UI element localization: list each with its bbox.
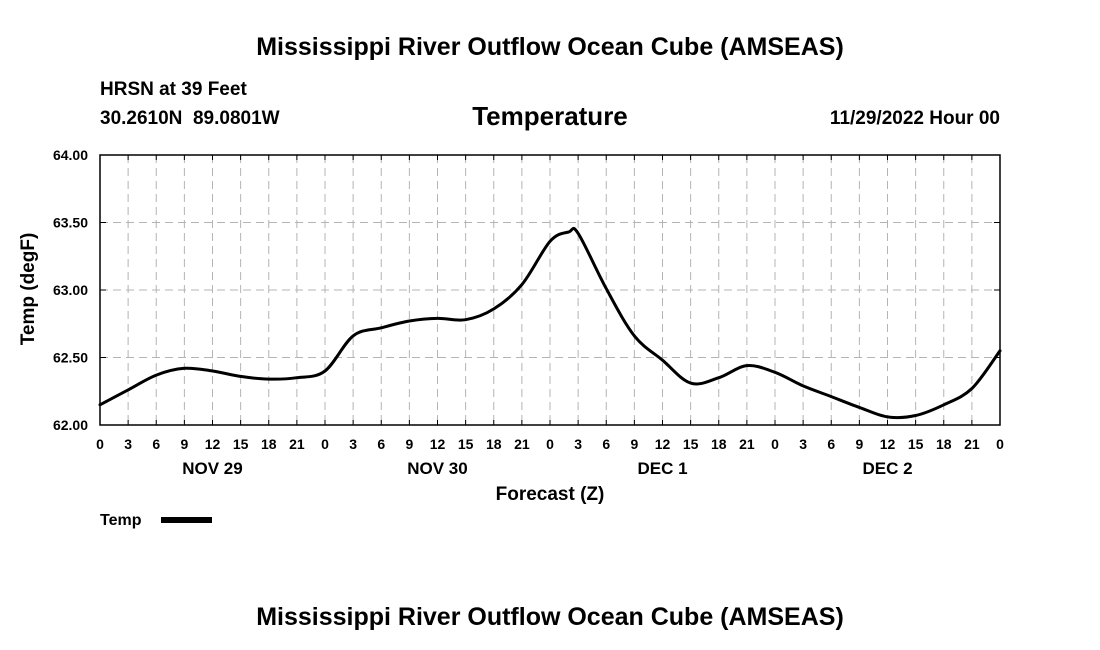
forecast-datetime: 11/29/2022 Hour 00 xyxy=(830,108,1000,129)
x-tick-label: 21 xyxy=(739,436,755,452)
y-tick-label: 63.50 xyxy=(53,215,88,231)
day-labels: NOV 29 NOV 30 DEC 1 DEC 2 xyxy=(182,459,912,478)
chart-title: Temperature xyxy=(472,101,628,131)
y-axis-label: Temp (degF) xyxy=(18,233,39,346)
x-tick-label: 12 xyxy=(430,436,446,452)
x-tick-label: 18 xyxy=(486,436,502,452)
x-tick-label: 9 xyxy=(405,436,413,452)
station-label: HRSN at 39 Feet xyxy=(100,79,247,100)
x-tick-label: 0 xyxy=(96,436,104,452)
y-tick-label: 63.00 xyxy=(53,282,88,298)
x-tick-label: 12 xyxy=(880,436,896,452)
y-tick-label: 64.00 xyxy=(53,147,88,163)
day-label: NOV 29 xyxy=(182,459,242,478)
x-tick-label: 9 xyxy=(180,436,188,452)
axis-ticks xyxy=(99,154,1001,426)
x-tick-label: 0 xyxy=(996,436,1004,452)
footer-title: Mississippi River Outflow Ocean Cube (AM… xyxy=(256,603,844,631)
x-tick-label: 12 xyxy=(205,436,221,452)
x-tick-label: 6 xyxy=(827,436,835,452)
x-tick-label: 18 xyxy=(936,436,952,452)
x-tick-label: 15 xyxy=(908,436,924,452)
x-tick-label: 9 xyxy=(855,436,863,452)
day-label: DEC 1 xyxy=(637,459,687,478)
legend-label: Temp xyxy=(100,512,142,529)
x-tick-label: 15 xyxy=(683,436,699,452)
temp-series-line xyxy=(98,226,1002,420)
x-tick-label: 0 xyxy=(771,436,779,452)
grid-lines xyxy=(100,155,1000,425)
x-tick-label: 21 xyxy=(289,436,305,452)
x-axis-label: Forecast (Z) xyxy=(496,484,605,505)
x-tick-label: 12 xyxy=(655,436,671,452)
x-tick-label: 18 xyxy=(711,436,727,452)
x-tick-label: 0 xyxy=(321,436,329,452)
x-tick-label: 6 xyxy=(377,436,385,452)
x-tick-label: 6 xyxy=(602,436,610,452)
y-tick-label: 62.00 xyxy=(53,417,88,433)
x-tick-label: 3 xyxy=(124,436,132,452)
y-tick-label: 62.50 xyxy=(53,350,88,366)
legend-swatch xyxy=(161,517,212,523)
x-tick-label: 0 xyxy=(546,436,554,452)
coordinates-label: 30.2610N 89.0801W xyxy=(100,108,280,129)
x-tick-label: 3 xyxy=(349,436,357,452)
main-title: Mississippi River Outflow Ocean Cube (AM… xyxy=(256,33,844,61)
x-tick-label: 21 xyxy=(964,436,980,452)
x-tick-label: 15 xyxy=(233,436,249,452)
x-tick-label: 9 xyxy=(630,436,638,452)
x-tick-label: 3 xyxy=(799,436,807,452)
x-tick-label: 18 xyxy=(261,436,277,452)
day-label: DEC 2 xyxy=(862,459,912,478)
x-tick-label: 15 xyxy=(458,436,474,452)
y-tick-labels: 62.00 62.50 63.00 63.50 64.00 xyxy=(53,147,88,433)
x-tick-label: 21 xyxy=(514,436,530,452)
x-tick-label: 6 xyxy=(152,436,160,452)
x-tick-labels: 0 3 6 9 12 15 18 21 0 3 6 9 12 15 18 21 0 3 6 9 12 15 18 21 0 3 6 9… xyxy=(96,436,1004,452)
x-tick-label: 3 xyxy=(574,436,582,452)
day-label: NOV 30 xyxy=(407,459,467,478)
plot-border xyxy=(99,154,1001,426)
